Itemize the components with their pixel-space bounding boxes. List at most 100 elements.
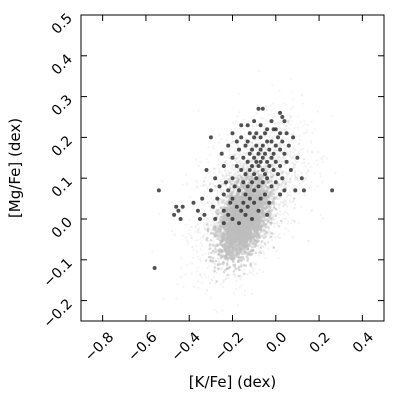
background-star-point — [251, 159, 254, 162]
background-star-point — [202, 224, 205, 228]
background-star-point — [203, 218, 206, 221]
background-star-point — [303, 123, 306, 126]
background-star-point — [232, 164, 235, 167]
background-star-point — [279, 173, 282, 176]
background-star-point — [215, 211, 218, 215]
background-star-point — [263, 129, 266, 132]
background-star-point — [217, 221, 221, 224]
background-star-point — [286, 178, 289, 181]
background-star-point — [271, 159, 274, 162]
background-star-point — [264, 226, 268, 229]
background-star-point — [281, 158, 284, 161]
background-star-point — [209, 182, 212, 185]
background-star-point — [267, 226, 270, 229]
background-star-point — [288, 191, 291, 194]
background-star-point — [278, 142, 281, 145]
background-star-point — [271, 83, 274, 86]
background-star-point — [277, 124, 280, 127]
background-star-point — [200, 201, 203, 204]
background-star-point — [270, 109, 273, 112]
background-star-point — [283, 102, 286, 105]
background-star-point — [222, 279, 225, 282]
background-star-point — [267, 144, 270, 147]
background-star-point — [301, 102, 304, 105]
background-star-point — [209, 259, 212, 263]
background-star-point — [238, 165, 241, 168]
background-star-point — [300, 206, 303, 209]
background-star-point — [222, 280, 225, 284]
background-star-point — [301, 180, 304, 183]
background-star-point — [281, 181, 285, 184]
background-star-point — [199, 273, 202, 276]
background-star-point — [251, 141, 254, 144]
background-star-point — [277, 197, 280, 200]
background-star-point — [287, 213, 290, 216]
background-star-point — [297, 142, 301, 145]
background-star-point — [225, 174, 228, 177]
background-star-point — [316, 185, 319, 188]
background-star-point — [218, 262, 222, 266]
background-star-point — [185, 173, 188, 176]
background-star-point — [237, 131, 240, 134]
background-star-point — [208, 243, 212, 247]
background-star-point — [260, 154, 263, 157]
background-star-point — [229, 172, 232, 175]
background-star-point — [211, 212, 214, 215]
background-star-point — [231, 181, 234, 184]
background-star-point — [236, 175, 239, 178]
background-star-point — [212, 147, 215, 151]
background-star-point — [280, 200, 283, 204]
background-star-point — [239, 161, 242, 164]
background-star-point — [287, 140, 290, 143]
background-star-point — [288, 114, 291, 117]
background-star-point — [303, 194, 306, 197]
background-star-point — [293, 163, 296, 166]
background-star-point — [234, 169, 237, 172]
background-star-point — [238, 159, 241, 162]
background-star-point — [269, 198, 272, 201]
background-star-point — [216, 263, 220, 267]
background-star-point — [291, 155, 294, 158]
background-star-point — [266, 157, 269, 160]
background-star-point — [250, 271, 253, 274]
background-star-point — [262, 221, 265, 225]
background-star-point — [175, 297, 178, 300]
background-star-point — [330, 115, 333, 118]
background-star-point — [212, 145, 215, 148]
background-star-point — [208, 183, 211, 186]
background-star-point — [238, 161, 241, 164]
background-star-point — [248, 157, 251, 160]
background-star-point — [231, 180, 234, 183]
background-star-point — [225, 174, 228, 177]
background-star-point — [235, 157, 238, 161]
background-star-point — [287, 119, 290, 122]
background-star-point — [237, 93, 240, 96]
background-star-point — [283, 163, 286, 166]
background-star-point — [276, 158, 279, 161]
background-star-point — [222, 213, 226, 217]
background-star-point — [229, 257, 232, 260]
background-star-point — [233, 128, 236, 131]
background-star-point — [295, 177, 298, 180]
background-star-point — [234, 267, 238, 271]
background-star-point — [258, 69, 261, 73]
background-star-point — [208, 265, 211, 268]
background-star-point — [280, 196, 283, 199]
background-star-point — [244, 125, 247, 128]
background-star-point — [225, 138, 228, 141]
background-star-point — [315, 159, 318, 162]
background-star-point — [204, 275, 207, 278]
background-star-point — [198, 257, 201, 261]
background-star-point — [241, 173, 244, 176]
background-star-point — [247, 166, 250, 169]
background-star-point — [250, 145, 254, 148]
background-star-point — [257, 245, 260, 248]
background-star-point — [307, 169, 310, 172]
background-star-point — [269, 169, 273, 172]
background-star-point — [214, 282, 217, 285]
background-star-point — [257, 251, 261, 254]
background-star-point — [277, 183, 281, 186]
background-star-point — [262, 186, 266, 190]
background-star-point — [258, 249, 262, 252]
background-star-point — [294, 203, 297, 206]
